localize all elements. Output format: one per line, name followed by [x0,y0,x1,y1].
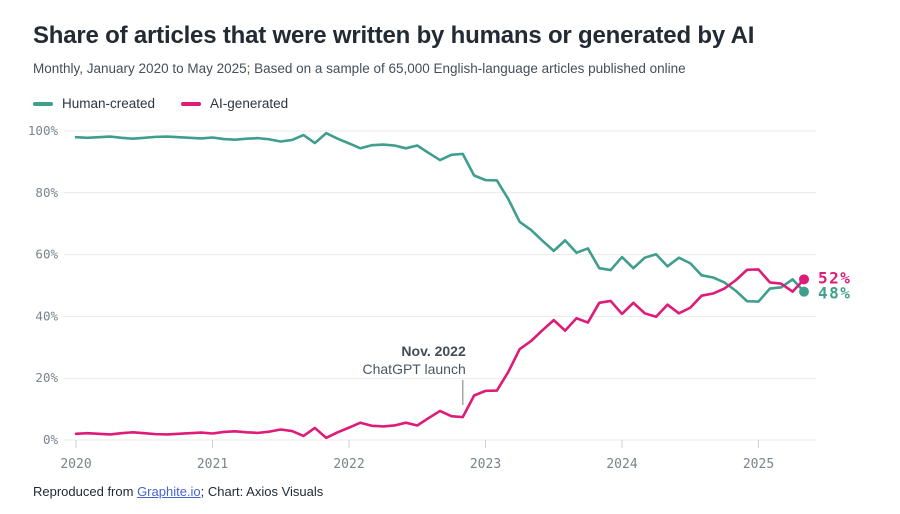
graphite-link[interactable]: Graphite.io [137,484,201,499]
legend-item-ai-generated: AI-generated [181,96,288,111]
x-tick-label: 2024 [606,457,637,472]
legend-label-ai-generated: AI-generated [210,96,289,111]
x-tick-label: 2023 [470,457,501,472]
series-line-ai-generated [74,268,806,440]
legend-swatch-ai-generated [181,101,202,106]
chart-title: Share of articles that were written by h… [33,22,755,49]
end-label-ai-generated: 52% [818,268,851,287]
x-tick-label: 2021 [197,457,228,472]
y-tick-label: 100% [28,123,59,138]
end-dot-human-created [799,286,809,297]
x-tick-label: 2025 [743,457,774,472]
y-tick-label: 20% [35,370,58,385]
y-tick-label: 0% [43,432,59,447]
legend-label-human-created: Human-created [62,96,156,111]
x-tick-label: 2020 [60,457,91,472]
x-tick-label: 2022 [333,457,364,472]
end-label-human-created: 48% [818,284,851,303]
end-dot-ai-generated [799,274,809,285]
chart-svg: 0% 20% 40% 60% 80% 100% 2020 2021 2022 2023 2024 20… [28,123,851,472]
annotation-label: ChatGPT launch [363,361,466,377]
y-tick-label: 80% [35,185,58,200]
chart-subtitle: Monthly, January 2020 to May 2025; Based… [33,61,686,76]
annotation-title: Nov. 2022 [401,343,466,359]
legend-item-human-created: Human-created [33,96,155,111]
y-tick-label: 60% [35,247,58,262]
y-tick-label: 40% [35,308,58,323]
attribution-suffix: ; Chart: Axios Visuals [200,484,324,499]
attribution-prefix: Reproduced from [33,484,138,499]
legend-swatch-human-created [33,101,53,106]
attribution: Reproduced from Graphite.io; Chart: Axio… [33,484,323,499]
series-line-human-created [74,131,806,303]
legend: Human-created AI-generated [33,96,288,111]
